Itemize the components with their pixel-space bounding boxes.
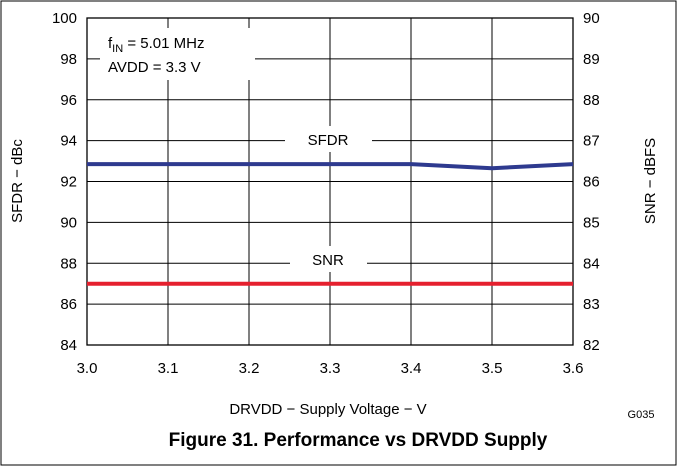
y-left-tick-label: 86 [60, 296, 77, 313]
y-left-tick-label: 98 [60, 51, 77, 68]
y-right-tick-label: 84 [583, 255, 600, 272]
y-left-tick-label: 100 [52, 10, 77, 27]
sfdr-label-box [285, 126, 372, 152]
y-right-tick-label: 82 [583, 337, 600, 354]
y-left-tick-label: 96 [60, 92, 77, 109]
y-left-tick-label: 84 [60, 337, 77, 354]
x-tick-labels: 3.0 3.1 3.2 3.3 3.4 3.5 3.6 [77, 360, 584, 377]
snr-label-box [290, 246, 367, 272]
y-right-tick-label: 88 [583, 92, 600, 109]
annotation-avdd: AVDD = 3.3 V [108, 59, 201, 76]
figure-caption: Figure 31. Performance vs DRVDD Supply [169, 430, 548, 451]
plot-frame [86, 17, 574, 346]
figure-code: G035 [628, 409, 655, 421]
annotation-box [100, 28, 255, 80]
snr-series-label: SNR [312, 252, 344, 269]
y-right-tick-label: 85 [583, 214, 600, 231]
y-left-tick-label: 92 [60, 174, 77, 191]
x-tick-label: 3.5 [482, 360, 503, 377]
y-left-axis-label: SFDR − dBc [9, 139, 26, 223]
x-tick-label: 3.1 [158, 360, 179, 377]
sfdr-series-label: SFDR [308, 132, 349, 149]
x-axis-label: DRVDD − Supply Voltage − V [229, 401, 426, 418]
x-tick-label: 3.6 [563, 360, 584, 377]
y-left-tick-label: 88 [60, 255, 77, 272]
y-right-tick-label: 86 [583, 174, 600, 191]
x-tick-label: 3.4 [401, 360, 422, 377]
x-tick-label: 3.3 [320, 360, 341, 377]
x-tick-label: 3.0 [77, 360, 98, 377]
series-group [87, 162, 574, 286]
annotation-fin: fIN = 5.01 MHz [108, 35, 204, 55]
y-right-tick-labels: 82 83 84 85 86 87 88 89 90 [583, 10, 600, 354]
y-right-tick-label: 89 [583, 51, 600, 68]
y-left-tick-labels: 84 86 88 90 92 94 96 98 100 [52, 10, 77, 354]
series-line-sfdr [87, 162, 574, 171]
y-left-tick-label: 94 [60, 133, 77, 150]
y-right-axis-label: SNR − dBFS [642, 138, 659, 224]
y-left-tick-label: 90 [60, 214, 77, 231]
x-tick-label: 3.2 [239, 360, 260, 377]
y-right-tick-label: 83 [583, 296, 600, 313]
y-right-tick-label: 87 [583, 133, 600, 150]
y-right-tick-label: 90 [583, 10, 600, 27]
